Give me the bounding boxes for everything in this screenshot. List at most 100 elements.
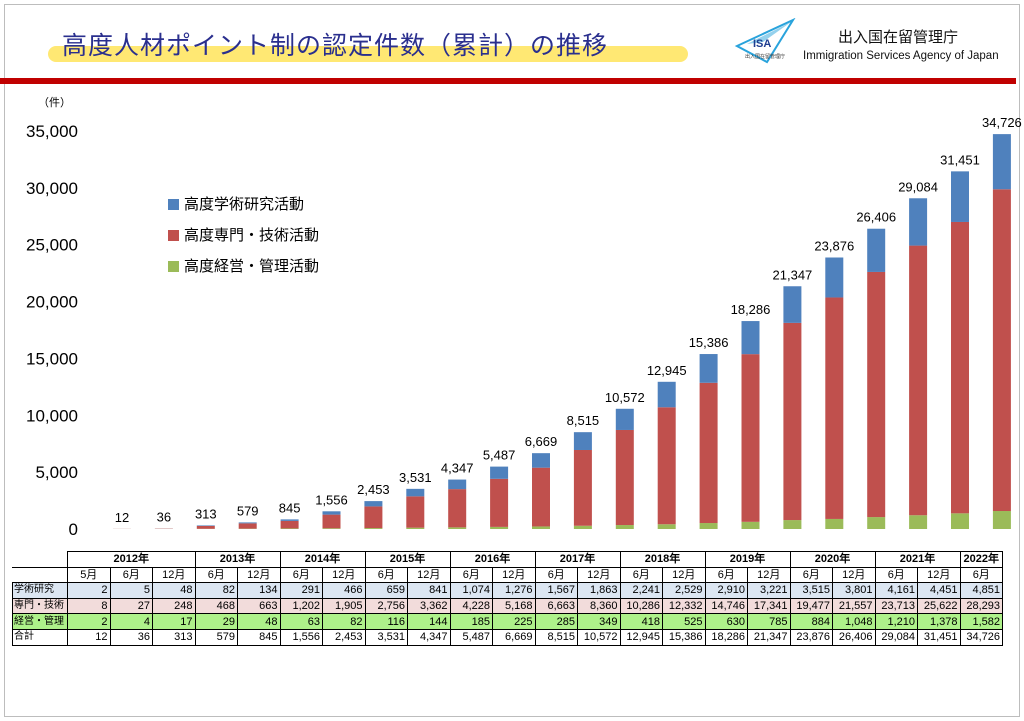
bar-academic-segment	[280, 519, 299, 521]
table-cell: 5,487	[449, 628, 493, 646]
table-cell: 1,378	[917, 613, 961, 630]
bar-technical-segment	[951, 221, 969, 514]
total-value-label: 15,386	[689, 335, 729, 350]
table-cell: 4,451	[917, 582, 961, 599]
bar-business-segment	[573, 525, 592, 529]
bar-business-segment	[448, 527, 467, 529]
total-value-label: 36	[157, 510, 171, 525]
bar-technical-segment	[364, 506, 383, 529]
table-cell: 1,276	[492, 582, 536, 599]
table-month-header: 6月	[109, 566, 153, 584]
total-value-label: 26,406	[856, 210, 896, 225]
title-area: 高度人材ポイント制の認定件数（累計）の推移	[34, 22, 694, 66]
bar-academic-segment	[741, 321, 760, 355]
bar-business-segment	[406, 527, 425, 529]
bar-business-segment	[490, 526, 509, 529]
bar-academic-segment	[951, 171, 969, 222]
bar-business-segment	[532, 526, 550, 529]
table-cell: 12	[67, 628, 111, 646]
table-cell: 5	[109, 582, 153, 599]
table-cell: 2,529	[662, 582, 706, 599]
bar-academic-segment	[196, 525, 215, 526]
bar-technical-segment	[532, 467, 550, 527]
table-cell: 884	[789, 613, 833, 630]
y-tick-label: 15,000	[26, 349, 78, 368]
table-cell: 313	[152, 628, 196, 646]
bar-technical-segment	[322, 514, 341, 529]
table-cell: 2,453	[322, 628, 366, 646]
table-month-header: 6月	[449, 566, 493, 584]
bar-technical-segment	[992, 189, 1011, 512]
bar-academic-segment	[657, 381, 676, 408]
table-month-header: 6月	[874, 566, 918, 584]
table-cell: 4,851	[959, 582, 1003, 599]
bar-technical-segment	[909, 245, 928, 516]
table-month-header: 6月	[704, 566, 748, 584]
table-cell: 134	[237, 582, 281, 599]
table-row: 合計 12 36 313 579 845 1,556 2,453 3,531 4,347 5,487…	[12, 628, 1003, 646]
table-row-label: 経営・管理	[12, 613, 68, 630]
table-cell: 4,228	[449, 597, 493, 615]
table-cell: 1,905	[322, 597, 366, 615]
bar-technical-segment	[196, 525, 215, 529]
logo-subtext: 出入国在留管理庁	[745, 53, 785, 60]
bar-business-segment	[992, 511, 1011, 529]
table-month-header: 6月	[534, 566, 578, 584]
table-month-header: 6月	[789, 566, 833, 584]
table-month-header: 12月	[577, 566, 621, 584]
table-corner	[12, 551, 68, 568]
table-row: 学術研究 2 5 48 82 134 291 466 659 841 1,074 1,276 1,567…	[12, 582, 1003, 599]
table-cell: 841	[407, 582, 451, 599]
bar-technical-segment	[406, 496, 425, 528]
table-cell: 14,746	[704, 597, 748, 615]
table-cell: 27	[109, 597, 153, 615]
header-rule	[0, 78, 1016, 84]
table-month-header: 6月	[619, 566, 663, 584]
bar-academic-segment	[909, 198, 928, 246]
table-year-header: 2017年	[534, 551, 621, 568]
y-unit-label: （件）	[38, 96, 71, 109]
y-tick-label: 35,000	[26, 122, 78, 141]
table-cell: 185	[449, 613, 493, 630]
total-value-label: 4,347	[441, 461, 474, 476]
table-month-header: 6月	[279, 566, 323, 584]
total-value-label: 10,572	[605, 390, 645, 405]
table-cell: 2,756	[364, 597, 408, 615]
total-value-label: 8,515	[567, 413, 600, 428]
bar-technical-segment	[741, 354, 760, 522]
table-cell: 31,451	[917, 628, 961, 646]
table-row-label: 学術研究	[12, 582, 68, 599]
bar-business-segment	[322, 528, 341, 529]
table-cell: 26,406	[832, 628, 876, 646]
bar-technical-segment	[615, 429, 634, 526]
table-month-header: 6月	[364, 566, 408, 584]
table-cell: 785	[747, 613, 791, 630]
total-value-label: 845	[279, 500, 301, 515]
table-cell: 36	[109, 628, 153, 646]
table-cell: 23,713	[874, 597, 918, 615]
total-value-label: 313	[195, 506, 217, 521]
table-cell: 659	[364, 582, 408, 599]
table-month-header: 6月	[194, 566, 238, 584]
total-labels: 12 36 313 579 845 1,556 2,453 3,531 4,347 5,487 6,…	[115, 115, 1022, 525]
table-cell: 6,663	[534, 597, 578, 615]
table-cell: 1,556	[279, 628, 323, 646]
table-cell: 4,347	[407, 628, 451, 646]
table-month-header: 12月	[832, 566, 876, 584]
y-tick-label: 25,000	[26, 236, 78, 255]
table-cell: 82	[194, 582, 238, 599]
bar-academic-segment	[448, 479, 467, 490]
bar-business-segment	[783, 520, 802, 529]
table-month-header: 12月	[662, 566, 706, 584]
total-value-label: 5,487	[483, 448, 516, 463]
table-cell: 845	[237, 628, 281, 646]
table-month-header: 12月	[917, 566, 961, 584]
table-month-header: 12月	[492, 566, 536, 584]
y-tick-label: 5,000	[35, 463, 78, 482]
bar-academic-segment	[825, 257, 844, 298]
bar-academic-segment	[992, 134, 1011, 190]
bar-business-segment	[364, 528, 383, 529]
table-cell: 1,202	[279, 597, 323, 615]
table-month-header: 12月	[407, 566, 451, 584]
bar-technical-segment	[490, 478, 509, 527]
